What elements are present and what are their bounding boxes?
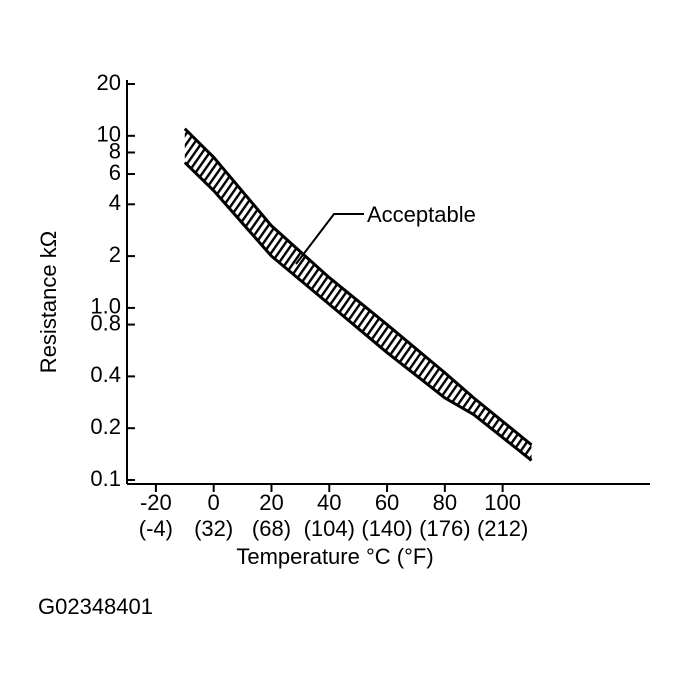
- x-tick-label: 0: [208, 490, 220, 515]
- x-tick-secondary-label: (-4): [139, 516, 173, 541]
- x-tick-label: 60: [375, 490, 399, 515]
- x-tick-label: 100: [484, 490, 521, 515]
- acceptable-band: [184, 128, 532, 461]
- x-tick-secondary-label: (32): [194, 516, 233, 541]
- y-tick-label: 1.0: [90, 294, 121, 319]
- y-tick-label: 0.1: [90, 466, 121, 491]
- x-tick-label: 80: [433, 490, 457, 515]
- y-tick-label: 0.4: [90, 362, 121, 387]
- figure-code: G02348401: [38, 594, 153, 619]
- y-tick-label: 0.8: [90, 310, 121, 335]
- x-tick-secondary-label: (212): [477, 516, 528, 541]
- x-axis-label: Temperature °C (°F): [236, 544, 433, 569]
- y-tick-label: 2: [109, 242, 121, 267]
- band-edge: [183, 161, 533, 462]
- y-tick-label: 10: [97, 122, 121, 147]
- annotation-leader: [295, 213, 364, 265]
- x-tick-label: 20: [259, 490, 283, 515]
- y-tick-label: 8: [109, 138, 121, 163]
- y-tick-label: 0.2: [90, 414, 121, 439]
- x-tick-secondary-label: (140): [361, 516, 412, 541]
- y-axis-label: Resistance kΩ: [36, 231, 61, 373]
- x-tick-secondary-label: (68): [252, 516, 291, 541]
- y-tick-label: 20: [97, 70, 121, 95]
- x-tick-label: 40: [317, 490, 341, 515]
- x-tick-secondary-label: (176): [419, 516, 470, 541]
- y-tick-label: 6: [109, 160, 121, 185]
- y-tick-label: 4: [109, 190, 121, 215]
- band-edge: [183, 127, 533, 447]
- x-tick-label: -20: [140, 490, 172, 515]
- annotation: Acceptable: [367, 202, 476, 227]
- x-tick-secondary-label: (104): [304, 516, 355, 541]
